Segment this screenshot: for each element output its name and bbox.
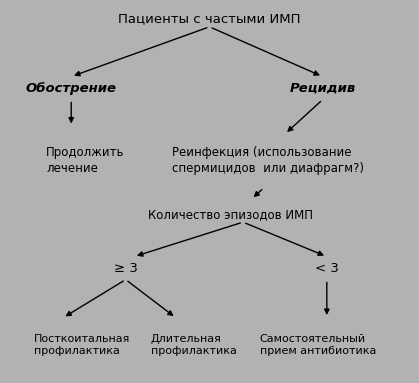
Text: Длительная
профилактика: Длительная профилактика [151, 334, 237, 356]
Text: < 3: < 3 [315, 262, 339, 275]
Text: Обострение: Обострение [26, 82, 117, 95]
Text: Количество эпизодов ИМП: Количество эпизодов ИМП [148, 208, 313, 221]
Text: Рецидив: Рецидив [290, 82, 356, 95]
Text: Реинфекция (использование
спермицидов  или диафрагм?): Реинфекция (использование спермицидов ил… [172, 146, 364, 175]
Text: Посткоитальная
профилактика: Посткоитальная профилактика [34, 334, 130, 356]
Text: Продолжить
лечение: Продолжить лечение [46, 146, 124, 175]
Text: ≥ 3: ≥ 3 [114, 262, 137, 275]
Text: Пациенты с частыми ИМП: Пациенты с частыми ИМП [118, 13, 301, 26]
Text: Самостоятельный
прием антибиотика: Самостоятельный прием антибиотика [260, 334, 376, 356]
